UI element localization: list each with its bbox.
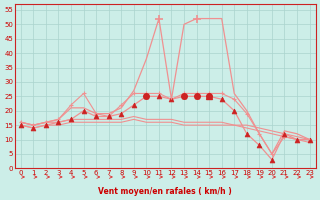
X-axis label: Vent moyen/en rafales ( km/h ): Vent moyen/en rafales ( km/h ): [98, 187, 232, 196]
